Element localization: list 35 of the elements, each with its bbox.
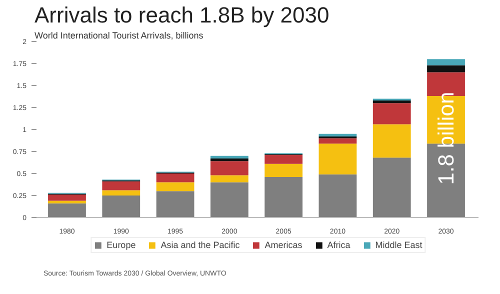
bar — [210, 182, 248, 218]
legend-label: Americas — [264, 240, 302, 250]
bar — [372, 124, 411, 158]
bar — [156, 191, 194, 218]
bar — [372, 103, 411, 124]
bar — [102, 196, 140, 218]
annotation: 1.8 billion — [434, 92, 459, 185]
bar — [264, 177, 303, 218]
bar — [372, 100, 411, 104]
bar — [48, 200, 86, 204]
bar — [264, 155, 303, 164]
bar — [48, 194, 86, 201]
bar — [264, 164, 303, 178]
bar — [318, 138, 357, 144]
bar — [318, 134, 357, 137]
bar — [102, 181, 140, 190]
bar — [427, 65, 465, 72]
bar — [318, 144, 357, 174]
bar — [102, 190, 140, 196]
legend-label: Africa — [327, 240, 350, 250]
legend-label: Asia and the Pacific — [160, 240, 240, 250]
chart-subtitle: World International Tourist Arrivals, billions — [34, 30, 204, 40]
bar — [48, 203, 86, 218]
bar — [210, 158, 248, 162]
legend-label: Middle East — [375, 240, 422, 250]
bar — [318, 174, 357, 218]
bar — [156, 174, 194, 182]
bar — [372, 158, 411, 218]
bar — [156, 182, 194, 192]
chart-title: Arrivals to reach 1.8B by 2030 — [34, 2, 330, 28]
legend-label: Europe — [106, 240, 136, 250]
bar — [210, 156, 248, 159]
bar — [210, 175, 248, 182]
bar — [210, 161, 248, 176]
bar — [427, 59, 465, 66]
